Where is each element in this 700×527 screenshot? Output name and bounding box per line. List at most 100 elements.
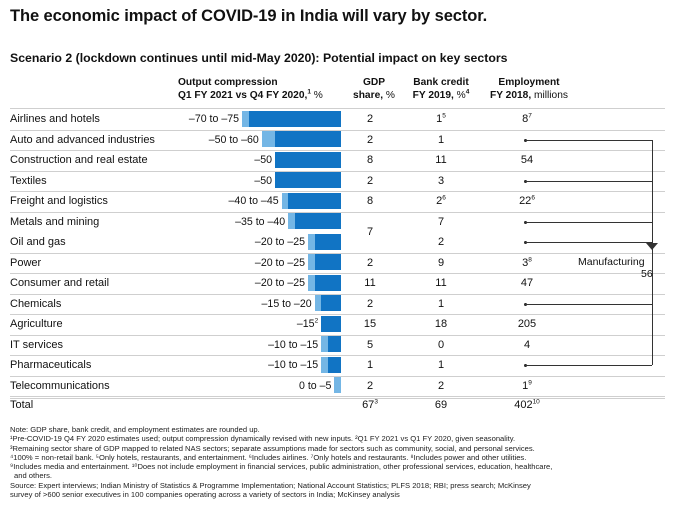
total-row: Total 673 69 40210	[10, 395, 665, 417]
range-label: –50 to –60	[208, 133, 259, 146]
employment-value: 4	[523, 338, 531, 351]
manufacturing-connector-line	[524, 139, 652, 141]
range-label: 0 to –5	[299, 379, 332, 392]
employment-sup: 8	[528, 255, 532, 263]
total-employment-sup: 10	[532, 398, 540, 406]
employment-sup: 7	[528, 112, 532, 120]
sector-label: Freight and logistics	[10, 195, 108, 207]
sector-label: Consumer and retail	[10, 277, 110, 289]
bar-base-segment	[248, 110, 341, 127]
total-employment: 40210	[507, 399, 547, 411]
table-row: Auto and advanced industries –50 to –60 2 1	[10, 130, 665, 151]
footnote-line: survey of >600 senior executives in 100 …	[10, 490, 400, 500]
footnote-line: ⁴100% = non-retail bank. ⁵Only hotels, r…	[10, 452, 527, 462]
manufacturing-value: 56	[641, 268, 653, 280]
sector-label: Metals and mining	[10, 215, 100, 228]
bar-base-segment	[314, 233, 341, 250]
manufacturing-label: Manufacturing	[578, 256, 645, 268]
total-employment-value: 402	[514, 399, 533, 411]
bar-base-segment	[327, 356, 341, 373]
sector-label: Construction and real estate	[10, 154, 148, 166]
sector-label: Agriculture	[10, 318, 63, 330]
sector-label: Oil and gas	[10, 236, 66, 248]
gdp-share-value: 2	[366, 256, 374, 269]
sector-label: Textiles	[10, 174, 47, 187]
header-credit-line2: FY 2019, %4	[408, 88, 474, 103]
gdp-share-value: 1	[366, 359, 374, 371]
range-label: –70 to –75	[188, 113, 239, 125]
range-label: –40 to –45	[228, 195, 279, 207]
manufacturing-connector-line	[524, 303, 652, 305]
header-gdp-line1: GDP	[362, 77, 386, 88]
chart-title: The economic impact of COVID-19 in India…	[10, 7, 488, 25]
manufacturing-arrow-icon	[646, 243, 658, 250]
bank-credit-value: 1	[437, 297, 445, 310]
bank-credit-value: 2	[437, 379, 445, 392]
employment-sup: 6	[531, 194, 535, 202]
bank-credit-value: 1	[437, 359, 445, 371]
footnote-line: Note: GDP share, bank credit, and employ…	[10, 425, 260, 434]
total-gdp-sup: 3	[374, 398, 378, 406]
bar-base-segment	[275, 131, 341, 147]
bank-credit-value: 26	[436, 194, 446, 207]
header-output-text: Q1 FY 2021 vs Q4 FY 2020,	[178, 89, 308, 101]
gdp-share-value: 11	[364, 277, 376, 289]
total-rule	[10, 398, 665, 399]
total-gdp: 673	[350, 399, 390, 411]
header-gdp-unit: %	[383, 89, 395, 101]
table-row: Power –20 to –25 2 9 38	[10, 253, 665, 274]
bar-base-segment	[275, 172, 341, 188]
bar-base-segment	[321, 315, 341, 332]
bank-credit-value: 1	[437, 133, 445, 146]
employment-value: 226	[519, 194, 535, 207]
sector-label: Auto and advanced industries	[10, 133, 155, 146]
range-label: –50	[254, 174, 272, 187]
table-row: Airlines and hotels –70 to –75 2 15 87	[10, 109, 665, 131]
bank-credit-value: 9	[437, 256, 445, 269]
header-emp-line2: FY 2018, millions	[482, 90, 576, 103]
manufacturing-connector-line	[524, 180, 652, 182]
sector-label: Telecommunications	[10, 379, 110, 392]
employment-value: 205	[517, 318, 537, 330]
table-row: Pharmaceuticals –10 to –15 1 1	[10, 355, 665, 377]
header-credit-unit: %	[453, 89, 466, 101]
header-credit-line1: Bank credit	[413, 77, 469, 88]
manufacturing-connector-line	[524, 242, 652, 243]
sector-label: Pharmaceuticals	[10, 359, 92, 371]
header-gdp-share: GDP share, %	[352, 77, 396, 102]
employment-value: 47	[520, 277, 534, 289]
header-output-unit: %	[310, 89, 323, 101]
gdp-share-value: 2	[366, 297, 374, 310]
table-row: Textiles –50 2 3	[10, 171, 665, 192]
header-output-line1: Output compression	[178, 77, 278, 88]
bank-credit-value: 7	[437, 215, 445, 228]
header-gdp-text: share,	[353, 89, 384, 101]
table-row: Chemicals –15 to –20 2 1	[10, 294, 665, 315]
header-credit-sup: 4	[465, 88, 470, 96]
range-label: –152	[296, 317, 319, 330]
table-row: Construction and real estate –50 8 11 54	[10, 150, 665, 172]
footnote-line: ⁹Includes media and entertainment. ¹⁰Doe…	[10, 462, 553, 472]
table-row: IT services –10 to –15 5 0 4	[10, 335, 665, 356]
table-row: Oil and gas –20 to –25 2	[10, 232, 665, 254]
range-label: –50	[254, 154, 272, 166]
header-employment: Employment FY 2018, millions	[482, 77, 576, 102]
footnote-line: ¹Pre-COVID-19 Q4 FY 2020 estimates used;…	[10, 434, 516, 444]
bar-base-segment	[294, 213, 341, 229]
header-emp-unit: millions	[531, 89, 568, 101]
table-row: Metals and mining –35 to –40 7	[10, 212, 665, 233]
manufacturing-bracket-line	[652, 140, 653, 365]
header-gdp-line2: share, %	[352, 90, 396, 103]
employment-value: 19	[522, 378, 532, 392]
footnote-line: and others.	[14, 471, 52, 481]
total-gdp-value: 67	[362, 399, 375, 411]
employment-sup: 9	[528, 378, 532, 386]
table-row: Freight and logistics –40 to –45 8 26 226	[10, 191, 665, 213]
employment-value: 87	[522, 112, 532, 125]
bar-base-segment	[275, 151, 341, 168]
bank-credit-value: 2	[437, 236, 445, 248]
gdp-share-value: 2	[366, 379, 374, 392]
gdp-share-value: 2	[366, 133, 374, 146]
header-output-sup: 1	[307, 88, 311, 96]
range-label: –10 to –15	[268, 338, 319, 351]
